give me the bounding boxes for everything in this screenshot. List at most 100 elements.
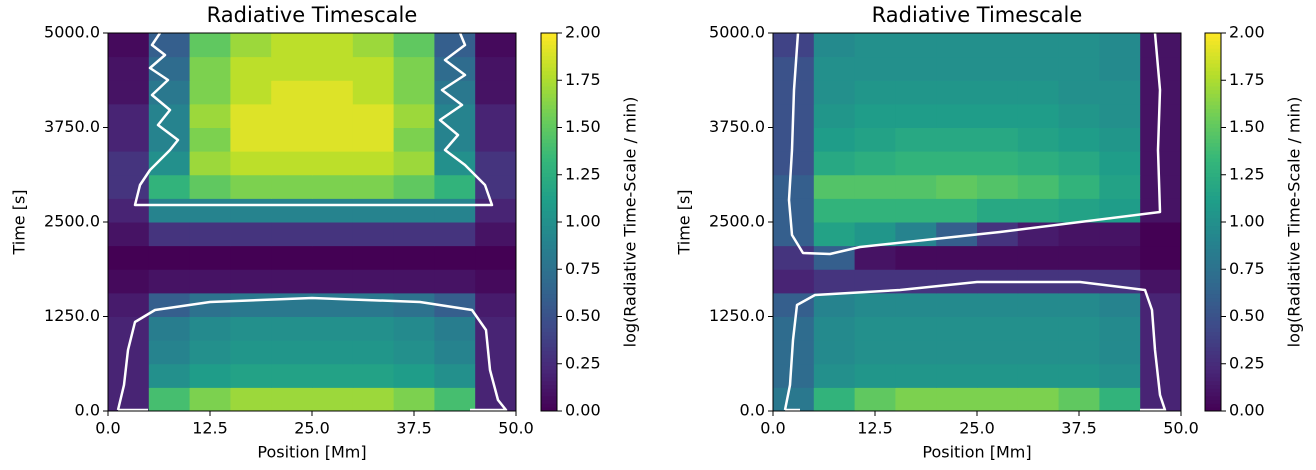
colorbar-segment	[1205, 180, 1221, 185]
heatmap-cell	[1017, 363, 1060, 388]
heatmap-cell	[1140, 151, 1182, 176]
heatmap-cell	[813, 316, 856, 341]
heatmap-cell	[312, 103, 354, 128]
colorbar-segment	[1205, 301, 1221, 306]
heatmap-cell	[1099, 80, 1141, 105]
heatmap-cell	[148, 222, 191, 247]
colorbar-segment	[541, 252, 557, 257]
heatmap-cell	[393, 103, 435, 128]
colorbar-segment	[1205, 199, 1221, 204]
heatmap	[108, 33, 517, 412]
colorbar-segment	[1205, 339, 1221, 344]
heatmap-cell	[148, 151, 191, 176]
heatmap-cell	[393, 151, 435, 176]
heatmap-cell	[977, 340, 1019, 365]
heatmap-cell	[271, 80, 313, 105]
colorbar-segment	[541, 384, 557, 389]
colorbar-segment	[541, 388, 557, 393]
heatmap-cell	[434, 340, 476, 365]
colorbar-tick-label: 0.75	[1229, 259, 1265, 278]
heatmap-cell	[230, 245, 272, 270]
heatmap-cell	[813, 80, 856, 105]
heatmap-cell	[936, 198, 978, 223]
colorbar-segment	[541, 123, 557, 128]
heatmap-cell	[189, 127, 231, 152]
heatmap-cell	[271, 245, 313, 270]
heatmap-cell	[895, 245, 937, 270]
colorbar-segment	[541, 36, 557, 42]
heatmap-cell	[813, 33, 856, 58]
heatmap-cell	[108, 80, 150, 105]
heatmap-cell	[854, 151, 896, 176]
heatmap-cell	[312, 198, 354, 223]
colorbar-segment	[1205, 142, 1221, 147]
heatmap-cell	[148, 174, 191, 199]
colorbar-segment	[541, 40, 557, 45]
colorbar-segment	[541, 339, 557, 344]
colorbar-segment	[541, 78, 557, 83]
colorbar-tick-label: 2.00	[1229, 23, 1265, 42]
colorbar-segment	[541, 199, 557, 204]
colorbar-segment	[541, 376, 557, 382]
colorbar-segment	[541, 191, 557, 197]
heatmap-cell	[230, 316, 272, 341]
colorbar-segment	[1205, 244, 1221, 249]
heatmap-cell	[1058, 103, 1100, 128]
heatmap-cell	[312, 316, 354, 341]
colorbar-segment	[541, 233, 557, 238]
heatmap-cell	[854, 387, 896, 412]
heatmap-cell	[977, 80, 1019, 105]
colorbar-segment	[1205, 365, 1221, 370]
colorbar-segment	[541, 157, 557, 163]
heatmap-cell	[312, 33, 354, 58]
heatmap-cell	[895, 80, 937, 105]
heatmap-cell	[813, 363, 856, 388]
colorbar-segment	[1205, 89, 1221, 94]
heatmap-cell	[475, 80, 517, 105]
heatmap-cell	[895, 363, 937, 388]
colorbar-segment	[1205, 233, 1221, 238]
heatmap-cell	[1099, 56, 1141, 81]
heatmap-cell	[230, 56, 272, 81]
heatmap-cell	[312, 174, 354, 199]
colorbar-segment	[541, 305, 557, 310]
colorbar-segment	[1205, 146, 1221, 151]
heatmap-cell	[977, 387, 1019, 412]
colorbar-segment	[541, 259, 557, 265]
colorbar-segment	[1205, 63, 1221, 68]
colorbar-segment	[1205, 36, 1221, 42]
colorbar-segment	[1205, 399, 1221, 404]
heatmap-cell	[230, 198, 272, 223]
heatmap-cell	[475, 316, 517, 341]
heatmap-cell	[108, 174, 150, 199]
heatmap-cell	[475, 245, 517, 270]
heatmap-cell	[1058, 174, 1100, 199]
heatmap-cell	[813, 269, 856, 294]
heatmap-cell	[393, 56, 435, 81]
heatmap-cell	[854, 340, 896, 365]
heatmap-cell	[148, 33, 191, 58]
colorbar-segment	[1205, 97, 1221, 102]
colorbar-segment	[1205, 392, 1221, 397]
colorbar-segment	[1205, 267, 1221, 272]
x-tick-label: 50.0	[1163, 419, 1199, 438]
contours	[116, 33, 508, 411]
colorbar-segment	[1205, 123, 1221, 128]
contour-line	[116, 296, 508, 411]
heatmap-cell	[434, 151, 476, 176]
heatmap-cell	[1058, 363, 1100, 388]
heatmap-cell	[895, 292, 937, 317]
heatmap-cell	[1058, 387, 1100, 412]
colorbar-segment	[1205, 40, 1221, 45]
heatmap-cell	[475, 151, 517, 176]
heatmap-cell	[108, 269, 150, 294]
heatmap-cell	[352, 222, 395, 247]
colorbar-segment	[541, 112, 557, 117]
heatmap-cell	[1140, 316, 1182, 341]
heatmap-cell	[475, 33, 517, 58]
chart-title: Radiative Timescale	[872, 3, 1083, 27]
heatmap-cell	[773, 363, 815, 388]
heatmap-cell	[189, 245, 231, 270]
colorbar-segment	[541, 89, 557, 94]
heatmap-cell	[189, 198, 231, 223]
